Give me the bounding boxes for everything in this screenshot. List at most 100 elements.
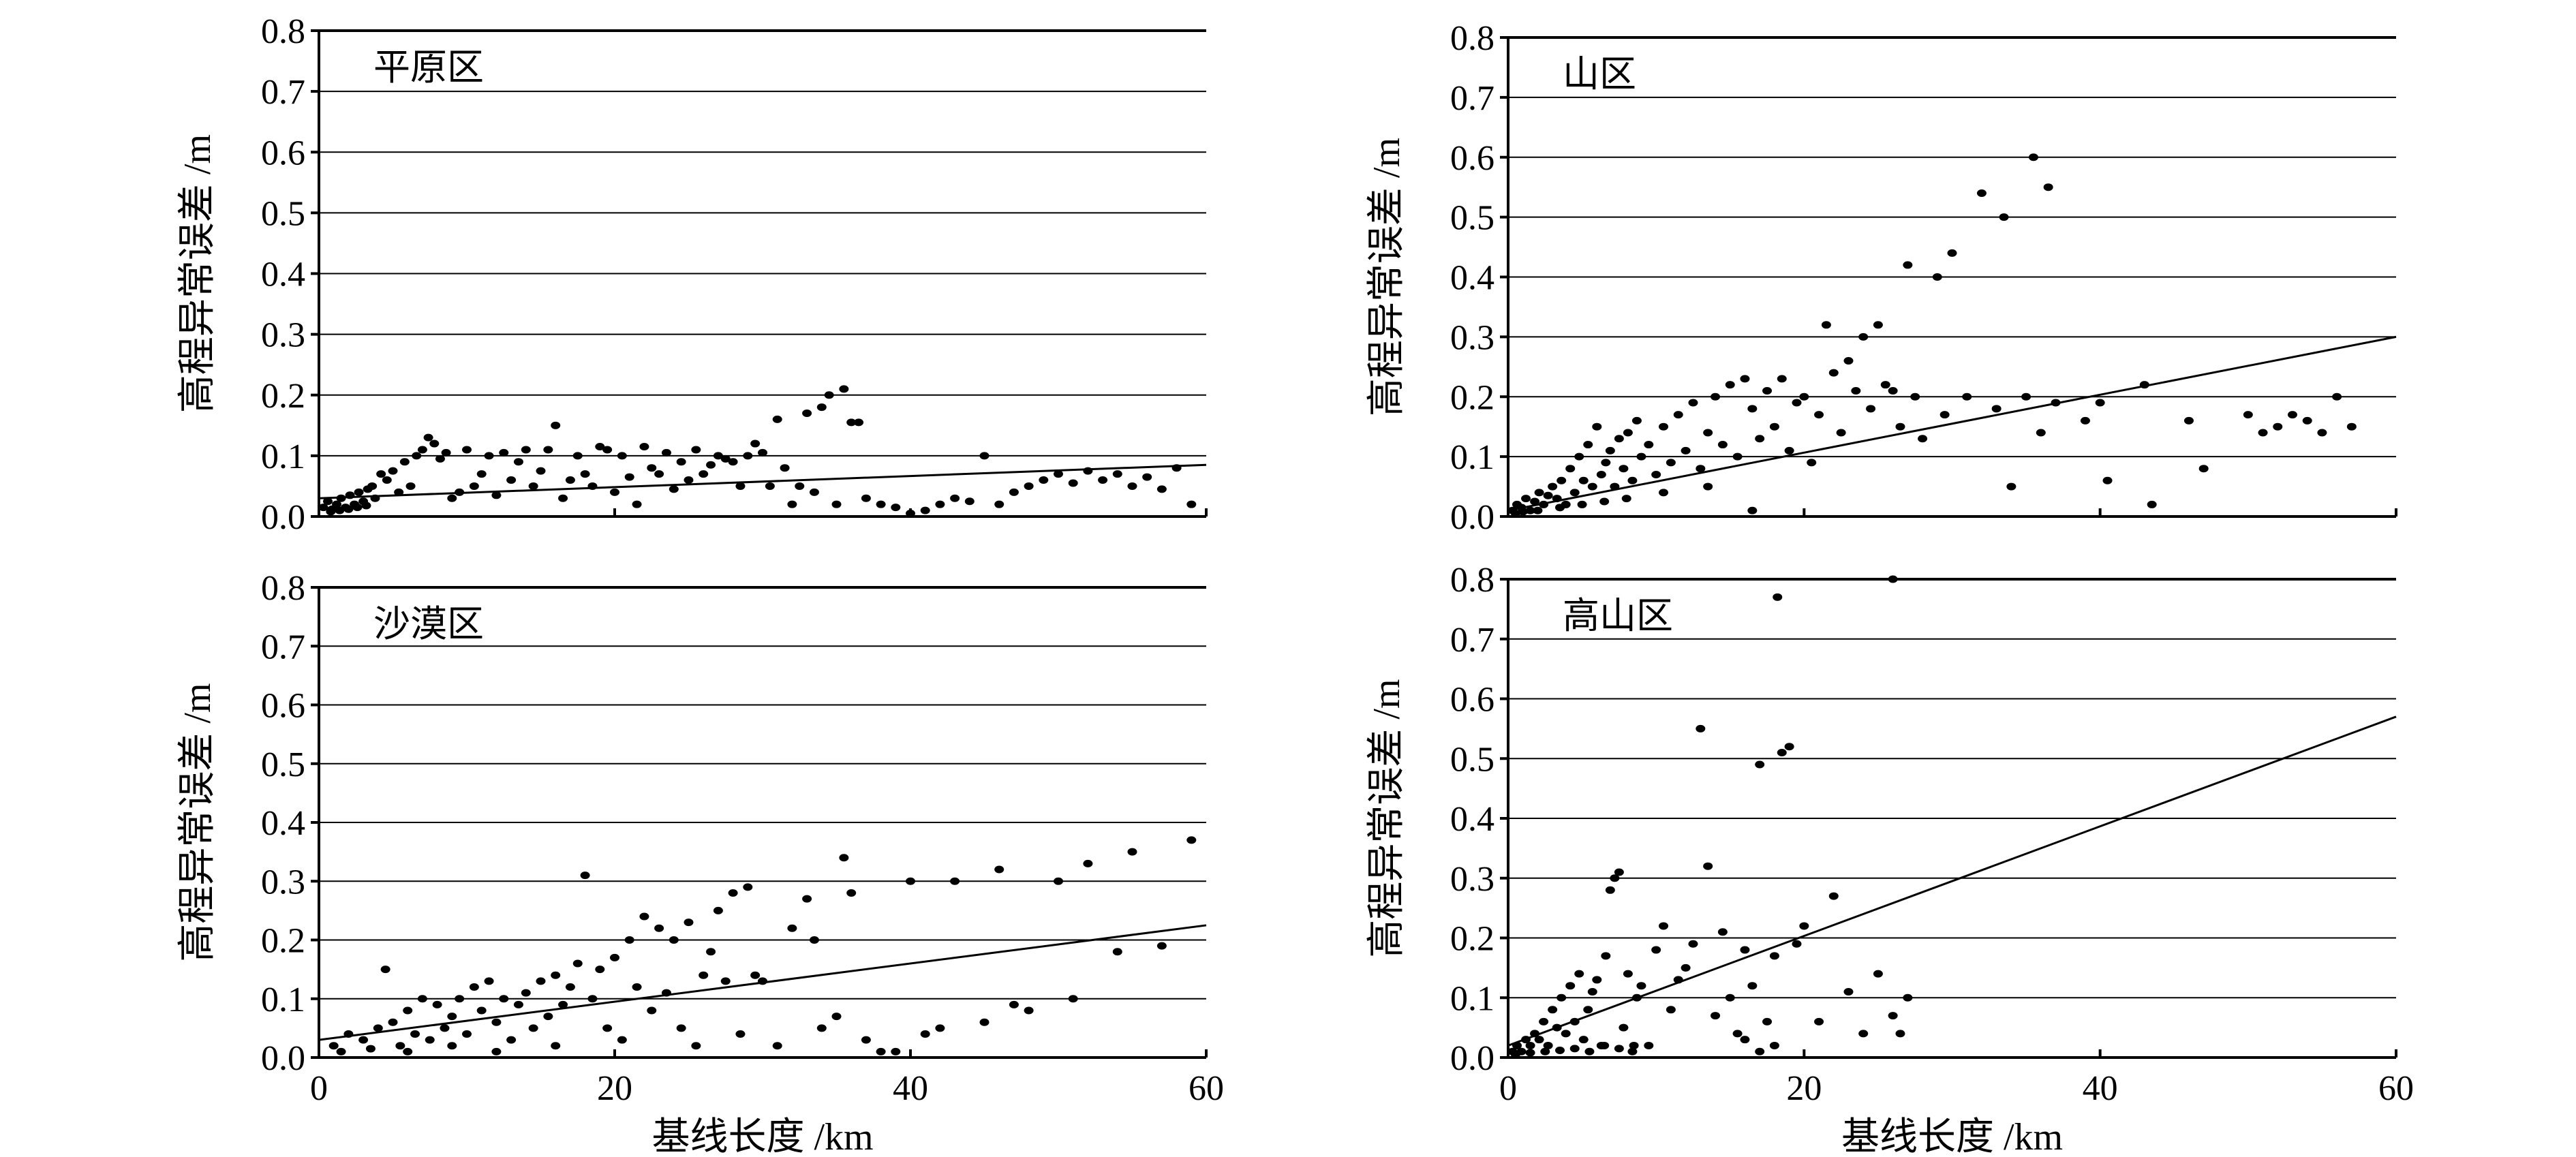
y-tick-label: 0.1 [1450, 438, 1494, 477]
y-tick-label: 0.0 [1450, 1039, 1494, 1078]
data-point [1828, 892, 1839, 900]
data-point [1156, 485, 1167, 493]
data-point [1112, 948, 1122, 956]
data-point [602, 1024, 613, 1032]
data-point [1533, 506, 1543, 514]
data-point [455, 995, 465, 1003]
data-point [1565, 982, 1576, 990]
data-point [1552, 495, 1562, 503]
data-point [1777, 375, 1787, 383]
data-point [1561, 1030, 1571, 1038]
data-point [1521, 495, 1531, 503]
data-point [1587, 482, 1597, 491]
data-point [388, 1018, 398, 1026]
data-point [1521, 1036, 1531, 1044]
data-point [735, 1030, 746, 1038]
data-point [484, 977, 494, 985]
data-point [979, 1018, 990, 1026]
data-point [816, 1024, 827, 1032]
data-point [617, 1036, 627, 1044]
data-point [2258, 429, 2268, 437]
data-point [809, 488, 819, 496]
data-point [780, 464, 790, 472]
data-point [1866, 405, 1876, 413]
data-point [1555, 1046, 1565, 1054]
data-point [684, 919, 694, 927]
data-point [2273, 422, 2283, 431]
data-point [328, 1042, 339, 1050]
y-tick-label: 0.8 [261, 12, 305, 51]
data-point [558, 494, 568, 502]
data-point [1681, 963, 1691, 972]
data-point [669, 485, 679, 493]
x-axis-title: 基线长度 /km [651, 1116, 873, 1157]
data-point [772, 1042, 782, 1050]
data-point [1747, 982, 1758, 990]
data-point [1599, 1041, 1610, 1049]
data-point [802, 409, 812, 417]
data-point [1512, 1041, 1522, 1049]
data-point [1792, 940, 1802, 948]
data-point [750, 439, 761, 448]
data-point [632, 983, 642, 991]
data-point [1569, 489, 1580, 497]
data-point [1619, 1023, 1629, 1032]
data-point [758, 448, 767, 457]
data-point [1740, 1036, 1750, 1044]
data-point [405, 482, 416, 490]
y-tick-label: 0.0 [261, 1039, 305, 1078]
data-point [1627, 476, 1638, 484]
data-point [809, 936, 819, 944]
data-point [1659, 489, 1669, 497]
data-point [1651, 470, 1661, 478]
data-point [1999, 213, 2009, 221]
x-tick-label: 20 [597, 1069, 632, 1108]
y-tick-label: 0.2 [261, 377, 305, 416]
data-point [1821, 321, 1831, 329]
y-tick-label: 0.4 [261, 256, 305, 294]
data-point [654, 924, 664, 932]
data-point [1918, 435, 1928, 443]
data-point [1903, 993, 1913, 1002]
data-point [343, 1030, 354, 1038]
data-point [2139, 381, 2149, 389]
data-point [388, 467, 398, 475]
data-point [476, 470, 487, 478]
data-point [1711, 392, 1721, 401]
data-point [1569, 1017, 1580, 1025]
data-point [661, 448, 671, 457]
data-point [743, 883, 753, 891]
data-point [425, 1036, 435, 1044]
data-point [824, 391, 834, 399]
data-point [684, 476, 694, 484]
data-point [373, 1024, 383, 1032]
data-point [1083, 467, 1093, 475]
data-point [2183, 416, 2194, 425]
data-point [1601, 459, 1611, 467]
data-point [2080, 416, 2090, 425]
data-point [861, 1036, 871, 1044]
data-point [1711, 1012, 1721, 1020]
data-point [1565, 465, 1576, 473]
y-tick-label: 0.6 [1450, 681, 1494, 720]
data-point [528, 1024, 538, 1032]
data-point [1792, 399, 1802, 407]
data-point [839, 385, 849, 393]
data-point [1631, 416, 1642, 425]
data-point [1068, 479, 1078, 487]
y-tick-label: 0.5 [261, 194, 305, 233]
data-point [395, 1042, 405, 1050]
data-point [1747, 405, 1758, 413]
data-point [1186, 500, 1197, 508]
data-point [839, 854, 849, 862]
data-point [2028, 153, 2038, 161]
data-point [417, 446, 427, 454]
data-point [1574, 970, 1584, 978]
y-tick-label: 0.4 [1450, 800, 1494, 839]
y-axis-title: 高程异常误差 /m [1366, 679, 1408, 957]
data-point [1156, 942, 1167, 950]
data-point [1584, 1047, 1595, 1055]
data-point [469, 482, 479, 490]
data-point [1895, 1030, 1905, 1038]
